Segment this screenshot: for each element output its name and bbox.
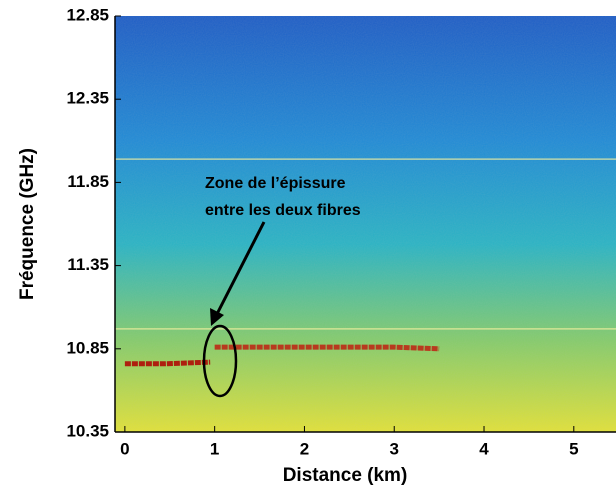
trace <box>214 344 440 352</box>
trace <box>124 359 211 367</box>
annotation: entre les deux fibres <box>205 202 361 219</box>
x-tick-label: 0 <box>120 439 129 458</box>
x-tick-label: 5 <box>569 439 578 458</box>
y-tick-label: 12.85 <box>66 5 109 24</box>
annotation: Zone de l’épissure <box>205 175 346 192</box>
x-tick-label: 4 <box>479 439 489 458</box>
y-axis-label: Fréquence (GHz) <box>17 148 38 300</box>
x-tick-label: 3 <box>389 439 398 458</box>
arrowhead <box>210 308 224 326</box>
y-tick-label: 12.35 <box>66 89 109 108</box>
y-tick-label: 10.35 <box>66 421 109 440</box>
y-tick-label: 11.85 <box>67 172 109 191</box>
x-tick-label: 2 <box>300 439 309 458</box>
x-tick-label: 1 <box>210 439 219 458</box>
y-tick-label: 11.35 <box>67 255 109 274</box>
x-axis-label: Distance (km) <box>283 465 408 486</box>
y-tick-label: 10.85 <box>66 338 109 357</box>
arrow <box>215 221 266 315</box>
ellipse <box>202 324 238 398</box>
heatmap-noise <box>115 16 616 432</box>
